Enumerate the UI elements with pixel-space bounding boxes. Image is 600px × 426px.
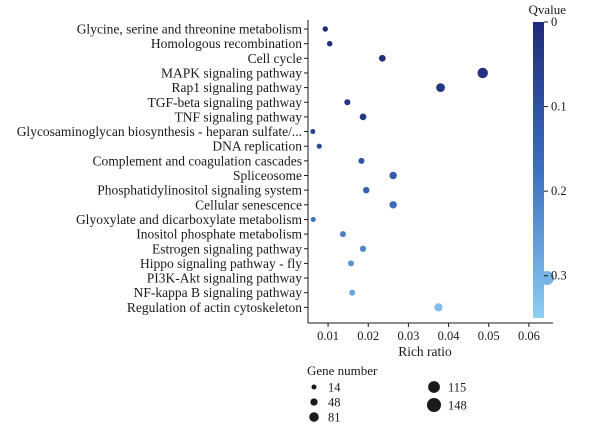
data-point — [310, 216, 316, 222]
y-tick-label: Phosphatidylinositol signaling system — [97, 183, 302, 198]
data-point — [359, 113, 367, 121]
size-legend-marker — [311, 384, 317, 390]
y-tick-label: Estrogen signaling pathway — [152, 241, 302, 256]
colorbar-tick-label: 0.1 — [551, 100, 567, 114]
size-legend-marker — [310, 398, 318, 406]
data-point — [344, 99, 351, 106]
y-tick-label: Glyoxylate and dicarboxylate metabolism — [76, 212, 303, 227]
data-point — [389, 171, 397, 180]
y-tick-label: Rap1 signaling pathway — [172, 80, 303, 95]
size-legend-marker — [427, 398, 441, 412]
data-point — [322, 26, 328, 32]
colorbar-title: Qvalue — [529, 2, 567, 17]
colorbar-tick-label: 0 — [551, 15, 557, 29]
size-legend-label: 115 — [448, 381, 466, 395]
x-tick-label: 0.02 — [357, 329, 379, 343]
data-point — [339, 231, 346, 238]
data-point — [316, 143, 322, 149]
x-tick-label: 0.04 — [438, 329, 461, 343]
x-tick-label: 0.06 — [518, 329, 540, 343]
colorbar-tick-label: 0.2 — [551, 184, 567, 198]
y-tick-label: Inositol phosphate metabolism — [136, 227, 302, 242]
data-point — [358, 157, 365, 164]
data-point — [310, 129, 316, 135]
size-legend-label: 14 — [328, 381, 341, 395]
size-legend-title: Gene number — [307, 363, 378, 378]
y-tick-label: MAPK signaling pathway — [161, 65, 302, 80]
data-point — [378, 54, 386, 62]
y-tick-label: TGF-beta signaling pathway — [148, 95, 303, 110]
y-tick-label: DNA replication — [212, 139, 302, 154]
data-point — [326, 40, 333, 47]
y-tick-label: NF-kappa B signaling pathway — [134, 285, 303, 300]
size-legend-marker — [428, 381, 440, 393]
colorbar-gradient — [533, 22, 544, 318]
data-point — [349, 289, 356, 296]
y-tick-label: Glycine, serine and threonine metabolism — [77, 22, 303, 37]
size-legend-label: 81 — [328, 411, 341, 425]
size-legend-label: 148 — [448, 399, 467, 413]
y-tick-label: Regulation of actin cytoskeleton — [127, 300, 302, 315]
x-tick-label: 0.05 — [478, 329, 500, 343]
x-tick-label: 0.03 — [397, 329, 419, 343]
y-tick-label: Cell cycle — [248, 51, 302, 66]
data-point — [477, 67, 488, 79]
y-tick-label: Glycosaminoglycan biosynthesis - heparan… — [17, 124, 302, 139]
y-tick-label: Cellular senescence — [195, 197, 302, 212]
data-point — [362, 186, 370, 194]
y-tick-label: Spliceosome — [233, 168, 302, 183]
y-tick-label: Homologous recombination — [151, 36, 302, 51]
data-point — [347, 260, 355, 267]
data-point — [436, 83, 445, 92]
size-legend-marker — [309, 412, 319, 422]
y-tick-label: Complement and coagulation cascades — [92, 153, 302, 168]
data-point — [359, 245, 367, 252]
x-axis-title: Rich ratio — [398, 344, 452, 359]
data-point — [389, 201, 397, 209]
x-tick-label: 0.01 — [317, 329, 339, 343]
colorbar-tick-label: 0.3 — [551, 269, 567, 283]
y-tick-label: TNF signaling pathway — [175, 109, 303, 124]
data-point — [434, 303, 443, 312]
size-legend-label: 48 — [328, 396, 341, 410]
y-tick-label: PI3K-Akt signaling pathway — [147, 271, 302, 286]
y-tick-label: Hippo signaling pathway - fly — [140, 256, 302, 271]
